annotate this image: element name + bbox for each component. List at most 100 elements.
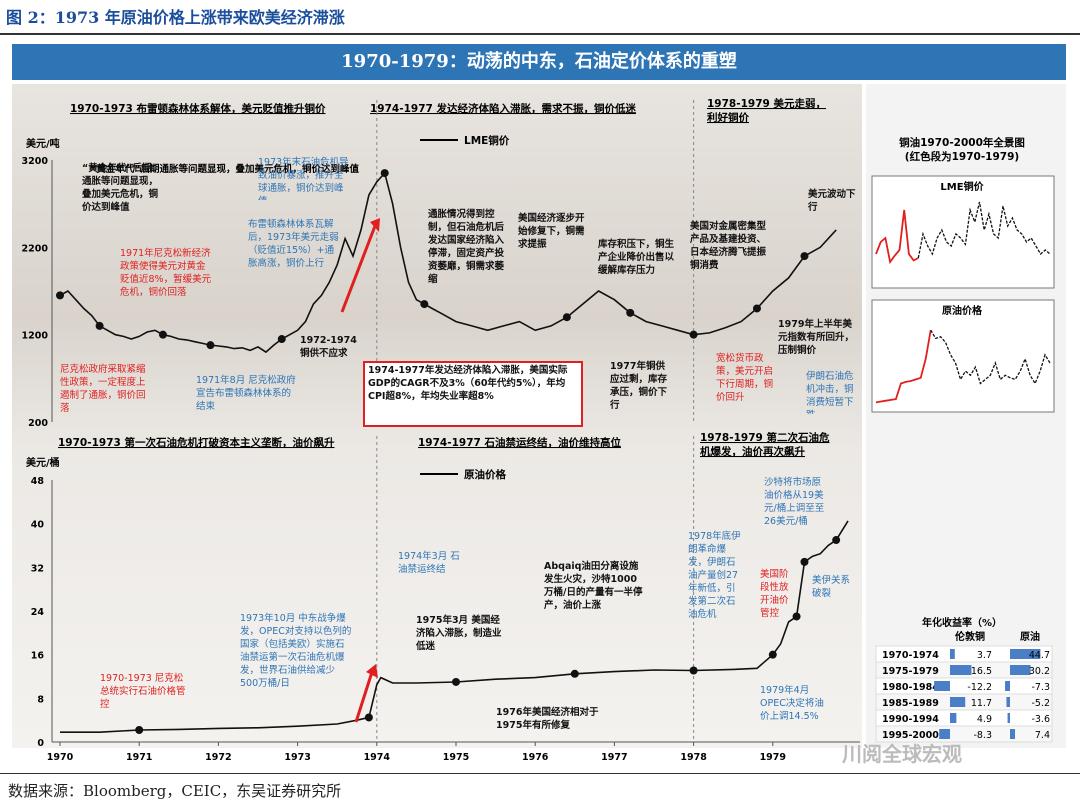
annot-us-iran-break: 美伊关系破裂: [812, 575, 851, 599]
copper-tick-label: 1200: [22, 331, 49, 342]
oil-marker-dot: [800, 557, 809, 566]
copper-annot-golden-age: “黄金年代”后期通胀等问题显现，叠加美元危机，铜价达到峰值: [90, 163, 359, 175]
side-oil-box: [871, 299, 1055, 413]
oil-tick-label: 16: [31, 651, 45, 662]
oil-xtick-label: 1974: [364, 752, 391, 763]
side-copper-spark-black: [917, 201, 1051, 259]
watermark: 川阅全球宏观: [842, 742, 962, 766]
table-period: 1990-1994: [882, 714, 939, 725]
annot-dollar-down: 美元波动下行: [808, 189, 856, 213]
copper-section-title-2: 1974-1977 发达经济体陷入滞胀，需求不振，铜价低迷: [370, 102, 636, 115]
table-header-oil: 原油: [1020, 630, 1040, 643]
copper-marker-dot: [626, 308, 635, 317]
copper-red-arrowhead: [370, 218, 380, 232]
copper-legend-label: LME铜价: [464, 134, 510, 147]
oil-marker-dot: [689, 666, 698, 675]
oil-return-value: -3.6: [1031, 714, 1050, 725]
annot-price-control: 1970-1973 尼克松总统实行石油价格管控: [100, 673, 186, 710]
table-header-copper: 伦敦铜: [955, 630, 985, 643]
oil-section-title-1: 1970-1973 第一次石油危机打破资本主义垄断，油价飙升: [58, 436, 335, 449]
copper-marker-dot: [689, 330, 698, 339]
annot-abqaiq: Abqaiq油田分离设施发生火灾，沙特1000万桶/日的产量有一半停产，油价上涨: [544, 561, 643, 611]
oil-return-bar: [1010, 665, 1031, 675]
annot-bretton-end: 1971年8月 尼克松政府宣告布雷顿森林体系的结束: [196, 375, 296, 412]
copper-marker-dot: [752, 304, 761, 313]
oil-xtick-label: 1972: [205, 752, 231, 763]
annot-golden-age: “黄金年代”后期通胀等问题显现，叠加美元危机，铜价达到峰值: [82, 163, 159, 213]
side-copper-spark-red: [875, 209, 919, 265]
copper-marker-dot: [95, 321, 104, 330]
copper-section-title-3a: 1978-1979 美元走弱，: [707, 97, 826, 110]
oil-xtick-label: 1975: [443, 752, 469, 763]
annot-1976-recovery: 1976年美国经济相对于1975年有所修复: [496, 707, 599, 731]
copper-section-title-1: 1970-1973 布雷顿森林体系解体，美元贬值推升铜价: [70, 102, 326, 115]
table-period: 1995-2000: [882, 730, 939, 741]
copper-marker-dot: [800, 252, 809, 261]
oil-xtick-label: 1978: [680, 752, 707, 763]
oil-tick-label: 8: [37, 694, 44, 705]
annot-us-release: 美国阶段性放开油价管控: [760, 569, 789, 619]
oil-marker-dot: [768, 650, 777, 659]
side-oil-spark-black: [930, 329, 1051, 385]
table-period: 1975-1979: [882, 666, 939, 677]
copper-return-value: 11.7: [971, 698, 992, 709]
figure-title: 图 2：1973 年原油价格上涨带来欧美经济滞涨: [6, 8, 345, 27]
oil-return-value: -5.2: [1031, 698, 1050, 709]
copper-red-arrow: [340, 225, 377, 313]
annot-loose-money: 宽松货币政策，美元开启下行周期，铜价回升: [716, 353, 774, 403]
copper-return-value: 3.7: [977, 650, 992, 661]
oil-return-value: 44.7: [1029, 650, 1050, 661]
oil-return-value: -7.3: [1031, 682, 1050, 693]
banner: 1970-1979：动荡的中东，石油定价体系的重塑: [12, 44, 1066, 80]
copper-marker-dot: [380, 169, 389, 178]
copper-tick-label: 3200: [22, 156, 49, 167]
copper-return-value: 4.9: [977, 714, 992, 725]
annot-opec-hike: 1979年4月 OPEC决定将油价上调14.5%: [760, 685, 824, 722]
oil-return-bar: [1007, 713, 1010, 723]
annot-nixon-new-policy: 1971年尼克松新经济政策使得美元对黄金贬值近8%，暂缓美元危机，铜价回落: [120, 248, 212, 298]
oil-marker-dot: [135, 725, 144, 734]
table-row: [875, 725, 1053, 743]
annot-iran-copper: 伊朗石油危机冲击，铜消费短暂下跌: [806, 371, 854, 414]
side-subtitle: (红色段为1970-1979): [905, 150, 1019, 163]
table-period: 1970-1974: [882, 650, 939, 661]
copper-price-line: [59, 171, 837, 354]
copper-return-bar: [950, 665, 972, 675]
stagflation-box: [363, 361, 583, 427]
table-period: 1980-1984: [882, 682, 939, 693]
oil-marker-dot: [570, 669, 579, 678]
annot-dollar-rebound: 1979年上半年美元指数有所回升，压制铜价: [778, 319, 854, 356]
oil-price-line: [60, 520, 849, 733]
oil-return-bar: [1010, 649, 1041, 659]
side-title: 铜油1970-2000年全景图: [899, 136, 1025, 149]
oil-section-title-3b: 机爆发，油价再次飙升: [700, 445, 805, 458]
oil-xtick-label: 1976: [522, 752, 549, 763]
annot-embargo-end: 1974年3月 石油禁运终结: [398, 551, 460, 575]
copper-tick-label: 200: [28, 418, 48, 429]
copper-section-title-3b: 利好铜价: [707, 111, 749, 124]
oil-marker-dot: [832, 536, 841, 545]
copper-marker-dot: [277, 335, 286, 344]
copper-return-bar: [950, 649, 955, 659]
copper-marker-dot: [158, 330, 167, 339]
annot-stagflation-box: 1974-1977年发达经济体陷入滞胀，美国实际GDP的CAGR不及3%（60年…: [368, 365, 568, 402]
bottom-rule: [0, 773, 1080, 774]
oil-xtick-label: 1970: [47, 752, 74, 763]
oil-legend: 原油价格: [420, 468, 506, 481]
oil-return-value: 7.4: [1035, 730, 1050, 741]
copper-marker-dot: [562, 313, 571, 322]
copper-tick-label: 2200: [22, 243, 49, 254]
copper-return-bar: [934, 681, 950, 691]
table-title: 年化收益率（%）: [922, 616, 1002, 629]
oil-red-arrow: [354, 671, 374, 723]
annot-1977-oversupply: 1977年铜供应过剩，库存承压，铜价下行: [610, 361, 668, 411]
oil-tick-label: 0: [37, 738, 44, 749]
annot-iran-revolution: 1978年底伊朗革命爆发，伊朗石油产量创27年新低，引发第二次石油危机: [688, 531, 741, 620]
copper-legend: LME铜价: [420, 134, 510, 147]
oil-xtick-label: 1977: [601, 752, 627, 763]
side-oil-label: 原油价格: [942, 304, 983, 317]
copper-return-value: 16.5: [971, 666, 992, 677]
annot-inventory: 库存积压下，铜生产企业降价出售以缓解库存压力: [598, 239, 675, 276]
oil-tick-label: 32: [31, 563, 44, 574]
